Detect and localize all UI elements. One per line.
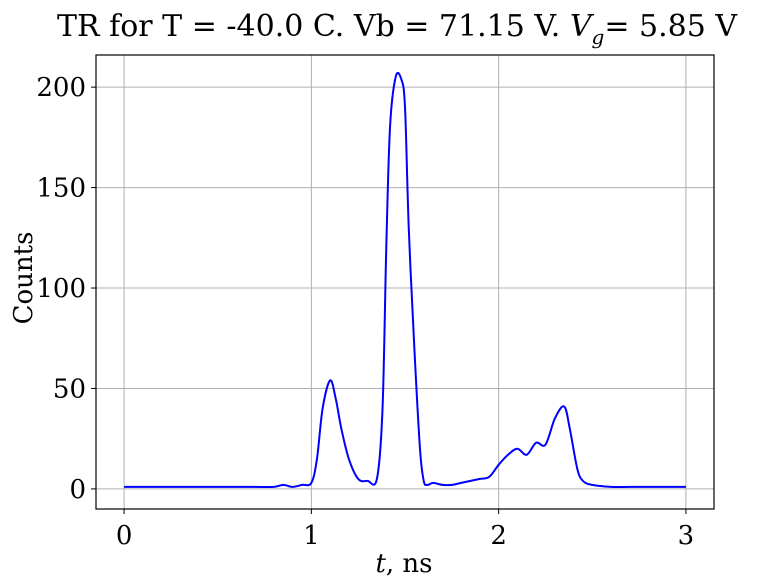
x-tick-label: 0	[116, 521, 133, 551]
title-suffix: = 5.85 V	[604, 9, 738, 44]
title-math-symbol: V	[570, 9, 595, 44]
y-tick-label: 100	[36, 274, 86, 304]
y-axis-label: Counts	[9, 232, 39, 325]
plot-area-frame	[95, 54, 715, 510]
chart-title: TR for T = -40.0 C. Vb = 71.15 V. Vg= 5.…	[57, 9, 738, 49]
y-tick-label: 0	[69, 475, 86, 505]
series-line	[124, 71, 686, 489]
title-math-subscript: g	[592, 25, 605, 49]
ticks: 0 1 2 3 0 50 100 150 200	[36, 73, 694, 551]
y-tick-label: 50	[53, 374, 86, 404]
x-axis-label-unit: , ns	[386, 549, 433, 579]
x-axis-label: t, ns	[375, 549, 432, 579]
x-tick-label: 2	[490, 521, 507, 551]
y-tick-label: 150	[36, 174, 86, 204]
x-tick-label: 1	[303, 521, 320, 551]
y-tick-label: 200	[36, 73, 86, 103]
title-text: TR for T = -40.0 C. Vb = 71.15 V.	[57, 9, 560, 44]
x-tick-label: 3	[678, 521, 695, 551]
grid	[96, 55, 714, 509]
x-axis-label-var: t	[375, 549, 386, 579]
